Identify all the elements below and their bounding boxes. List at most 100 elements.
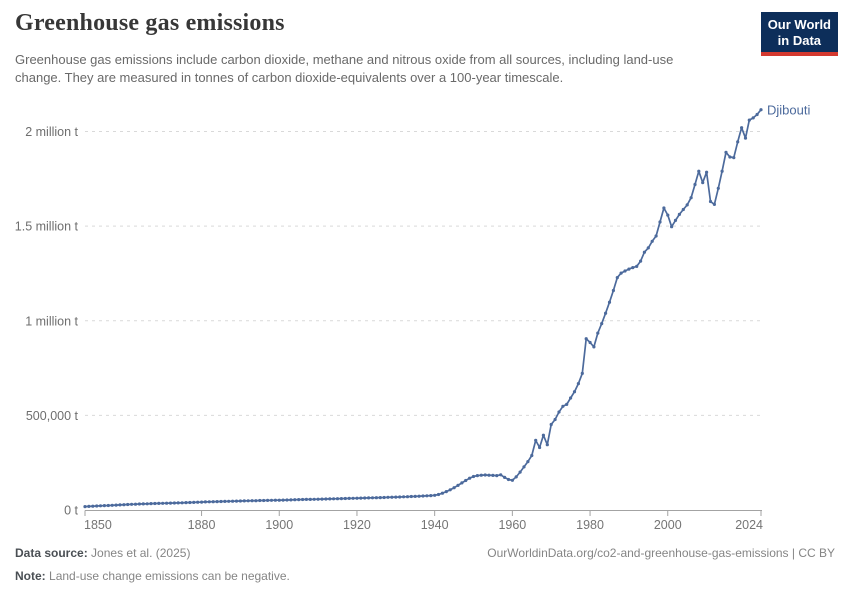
x-axis-label: 2000 bbox=[654, 518, 682, 532]
data-point bbox=[436, 492, 441, 497]
data-point bbox=[541, 433, 546, 437]
data-point bbox=[254, 499, 258, 503]
data-point bbox=[662, 206, 666, 210]
data-point bbox=[456, 483, 460, 487]
data-point bbox=[580, 371, 584, 375]
data-point bbox=[561, 404, 565, 408]
data-point bbox=[149, 502, 153, 506]
data-point bbox=[658, 220, 662, 224]
data-point bbox=[324, 497, 328, 501]
data-source: Data source: Jones et al. (2025) bbox=[15, 546, 190, 560]
data-point bbox=[452, 486, 456, 490]
data-point bbox=[176, 501, 180, 505]
data-point bbox=[607, 300, 612, 304]
x-axis-label: 1940 bbox=[421, 518, 449, 532]
data-point bbox=[631, 266, 635, 270]
x-axis-label: 1960 bbox=[498, 518, 526, 532]
data-point bbox=[499, 473, 503, 477]
data-point bbox=[114, 503, 118, 507]
data-point bbox=[518, 470, 522, 474]
data-point bbox=[510, 478, 514, 482]
y-axis-label: 0 t bbox=[64, 504, 78, 518]
data-point bbox=[619, 271, 623, 275]
x-axis-label: 1920 bbox=[343, 518, 371, 532]
data-point bbox=[572, 390, 577, 394]
data-point bbox=[308, 497, 312, 501]
data-point bbox=[273, 498, 277, 502]
data-point bbox=[483, 473, 487, 477]
page-title: Greenhouse gas emissions bbox=[15, 10, 285, 36]
data-point bbox=[409, 494, 413, 499]
data-point bbox=[200, 500, 204, 504]
y-axis-label: 2 million t bbox=[25, 125, 78, 139]
x-axis-label: 1850 bbox=[84, 518, 112, 532]
data-point bbox=[417, 494, 421, 498]
line-chart-canvas: 0 t 500,000 t 1 million t 1.5 million t 2 mi… bbox=[15, 103, 811, 532]
data-point bbox=[666, 213, 670, 217]
data-point bbox=[755, 112, 759, 117]
data-point bbox=[118, 503, 122, 507]
data-point bbox=[328, 497, 332, 501]
data-point bbox=[716, 186, 720, 190]
data-point bbox=[227, 499, 231, 503]
data-point bbox=[670, 225, 674, 229]
data-point bbox=[604, 311, 608, 315]
owid-logo[interactable]: Our World in Data bbox=[760, 12, 838, 57]
data-point bbox=[654, 234, 658, 238]
data-point bbox=[479, 473, 483, 477]
data-point bbox=[650, 239, 654, 243]
data-point bbox=[394, 495, 398, 499]
data-point bbox=[343, 496, 347, 501]
data-point bbox=[262, 498, 266, 503]
data-point bbox=[471, 474, 476, 479]
data-point bbox=[87, 504, 91, 508]
data-point bbox=[592, 345, 596, 349]
data-point bbox=[724, 150, 728, 154]
data-point bbox=[277, 498, 281, 502]
footer-citation-link[interactable]: OurWorldinData.org/co2-and-greenhouse-ga… bbox=[487, 546, 835, 560]
data-point bbox=[506, 477, 511, 482]
x-axis-label: 2024 bbox=[735, 518, 763, 532]
data-point bbox=[351, 496, 355, 500]
data-point bbox=[110, 503, 114, 507]
data-point bbox=[596, 331, 600, 335]
data-point bbox=[106, 503, 110, 508]
data-point bbox=[673, 218, 678, 222]
note-label: Note: bbox=[15, 569, 46, 583]
data-point bbox=[266, 498, 270, 502]
data-point bbox=[172, 501, 176, 505]
data-point bbox=[281, 498, 285, 502]
data-point bbox=[646, 246, 650, 250]
data-point bbox=[83, 505, 87, 509]
data-point bbox=[736, 140, 740, 144]
data-point bbox=[332, 497, 336, 501]
data-point bbox=[685, 203, 689, 207]
data-point bbox=[355, 496, 359, 500]
data-point bbox=[557, 410, 561, 414]
data-point bbox=[188, 500, 192, 505]
data-point bbox=[712, 202, 717, 206]
data-point bbox=[635, 264, 639, 268]
data-point bbox=[184, 501, 188, 505]
data-point bbox=[530, 453, 534, 458]
owid-logo-line2: in Data bbox=[777, 32, 822, 48]
data-point bbox=[448, 488, 452, 492]
data-point bbox=[689, 196, 693, 200]
data-point bbox=[137, 502, 141, 506]
data-point bbox=[242, 499, 246, 503]
data-point bbox=[196, 500, 200, 504]
data-point bbox=[611, 288, 616, 293]
data-point bbox=[386, 495, 390, 499]
data-point bbox=[335, 497, 340, 501]
data-point bbox=[157, 501, 161, 505]
data-point bbox=[728, 155, 732, 159]
data-point bbox=[413, 494, 417, 498]
x-axis-label: 1980 bbox=[576, 518, 604, 532]
series-label-djibouti[interactable]: Djibouti bbox=[767, 103, 810, 118]
data-point bbox=[464, 478, 468, 483]
data-point bbox=[705, 170, 709, 174]
data-point bbox=[258, 498, 262, 503]
data-point bbox=[743, 136, 748, 140]
data-point bbox=[378, 496, 382, 500]
data-point bbox=[374, 496, 378, 500]
